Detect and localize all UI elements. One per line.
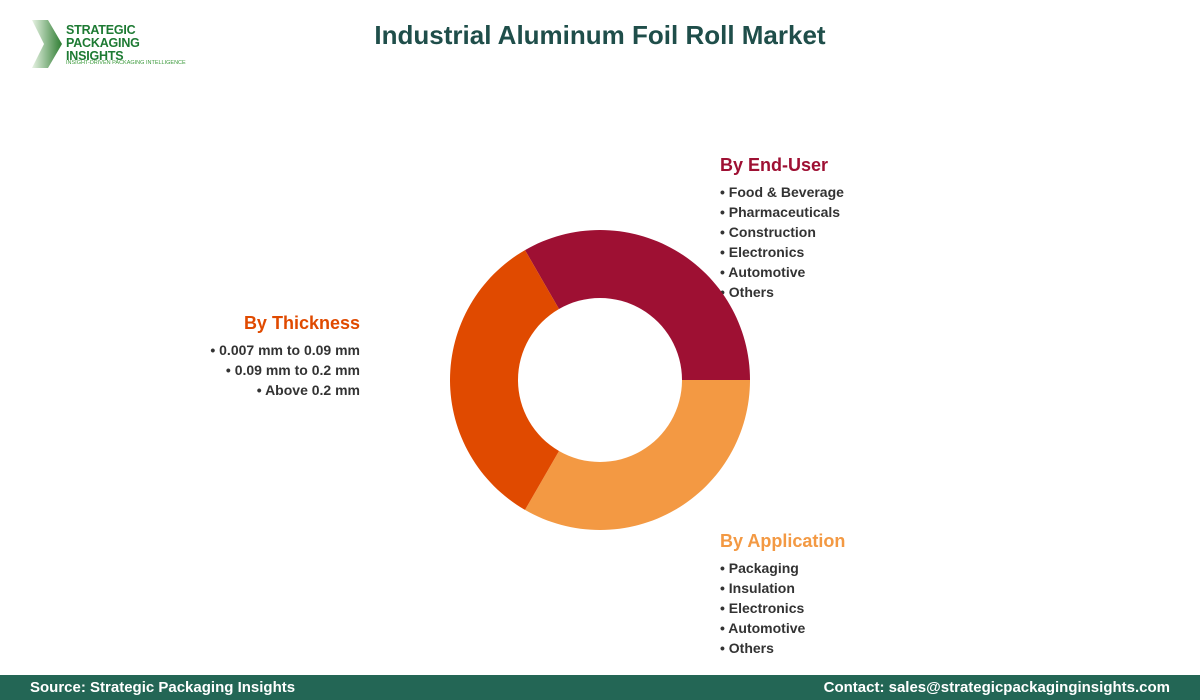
list-item: Electronics [720,598,845,618]
contact-text: Contact: sales@strategicpackaginginsight… [823,679,1170,696]
donut-slice-by-application [525,380,750,530]
chevron-logo-icon [32,20,62,68]
list-item: 0.007 mm to 0.09 mm [210,340,360,360]
logo-line2: PACKAGING INSIGHTS [66,36,140,63]
list-item: Others [720,282,844,302]
footer: Source: Strategic Packaging Insights Con… [0,675,1200,700]
logo-tagline: INSIGHT-DRIVEN PACKAGING INTELLIGENCE [66,60,186,66]
donut-slice-by-thickness [450,250,559,510]
application-group: By Application Packaging Insulation Elec… [720,531,845,658]
end-user-group: By End-User Food & Beverage Pharmaceutic… [720,155,844,302]
list-item: Others [720,638,845,658]
list-item: Construction [720,222,844,242]
list-item: Food & Beverage [720,182,844,202]
list-item: Pharmaceuticals [720,202,844,222]
logo-line1: STRATEGIC [66,23,136,37]
list-item: Above 0.2 mm [210,380,360,400]
donut-slice-by-end-user [525,230,750,380]
application-title: By Application [720,531,846,551]
list-item: Automotive [720,262,844,282]
source-text: Source: Strategic Packaging Insights [30,679,296,696]
list-item: Insulation [720,578,845,598]
list-item: Automotive [720,618,845,638]
thickness-group: By Thickness 0.007 mm to 0.09 mm 0.09 mm… [210,313,360,400]
page-title: Industrial Aluminum Foil Roll Market [374,20,826,50]
logo: STRATEGIC PACKAGING INSIGHTS INSIGHT-DRI… [30,18,200,72]
donut-chart [450,230,750,530]
list-item: Packaging [720,558,845,578]
list-item: 0.09 mm to 0.2 mm [210,360,360,380]
end-user-title: By End-User [720,155,829,175]
list-item: Electronics [720,242,844,262]
thickness-title: By Thickness [243,313,360,333]
